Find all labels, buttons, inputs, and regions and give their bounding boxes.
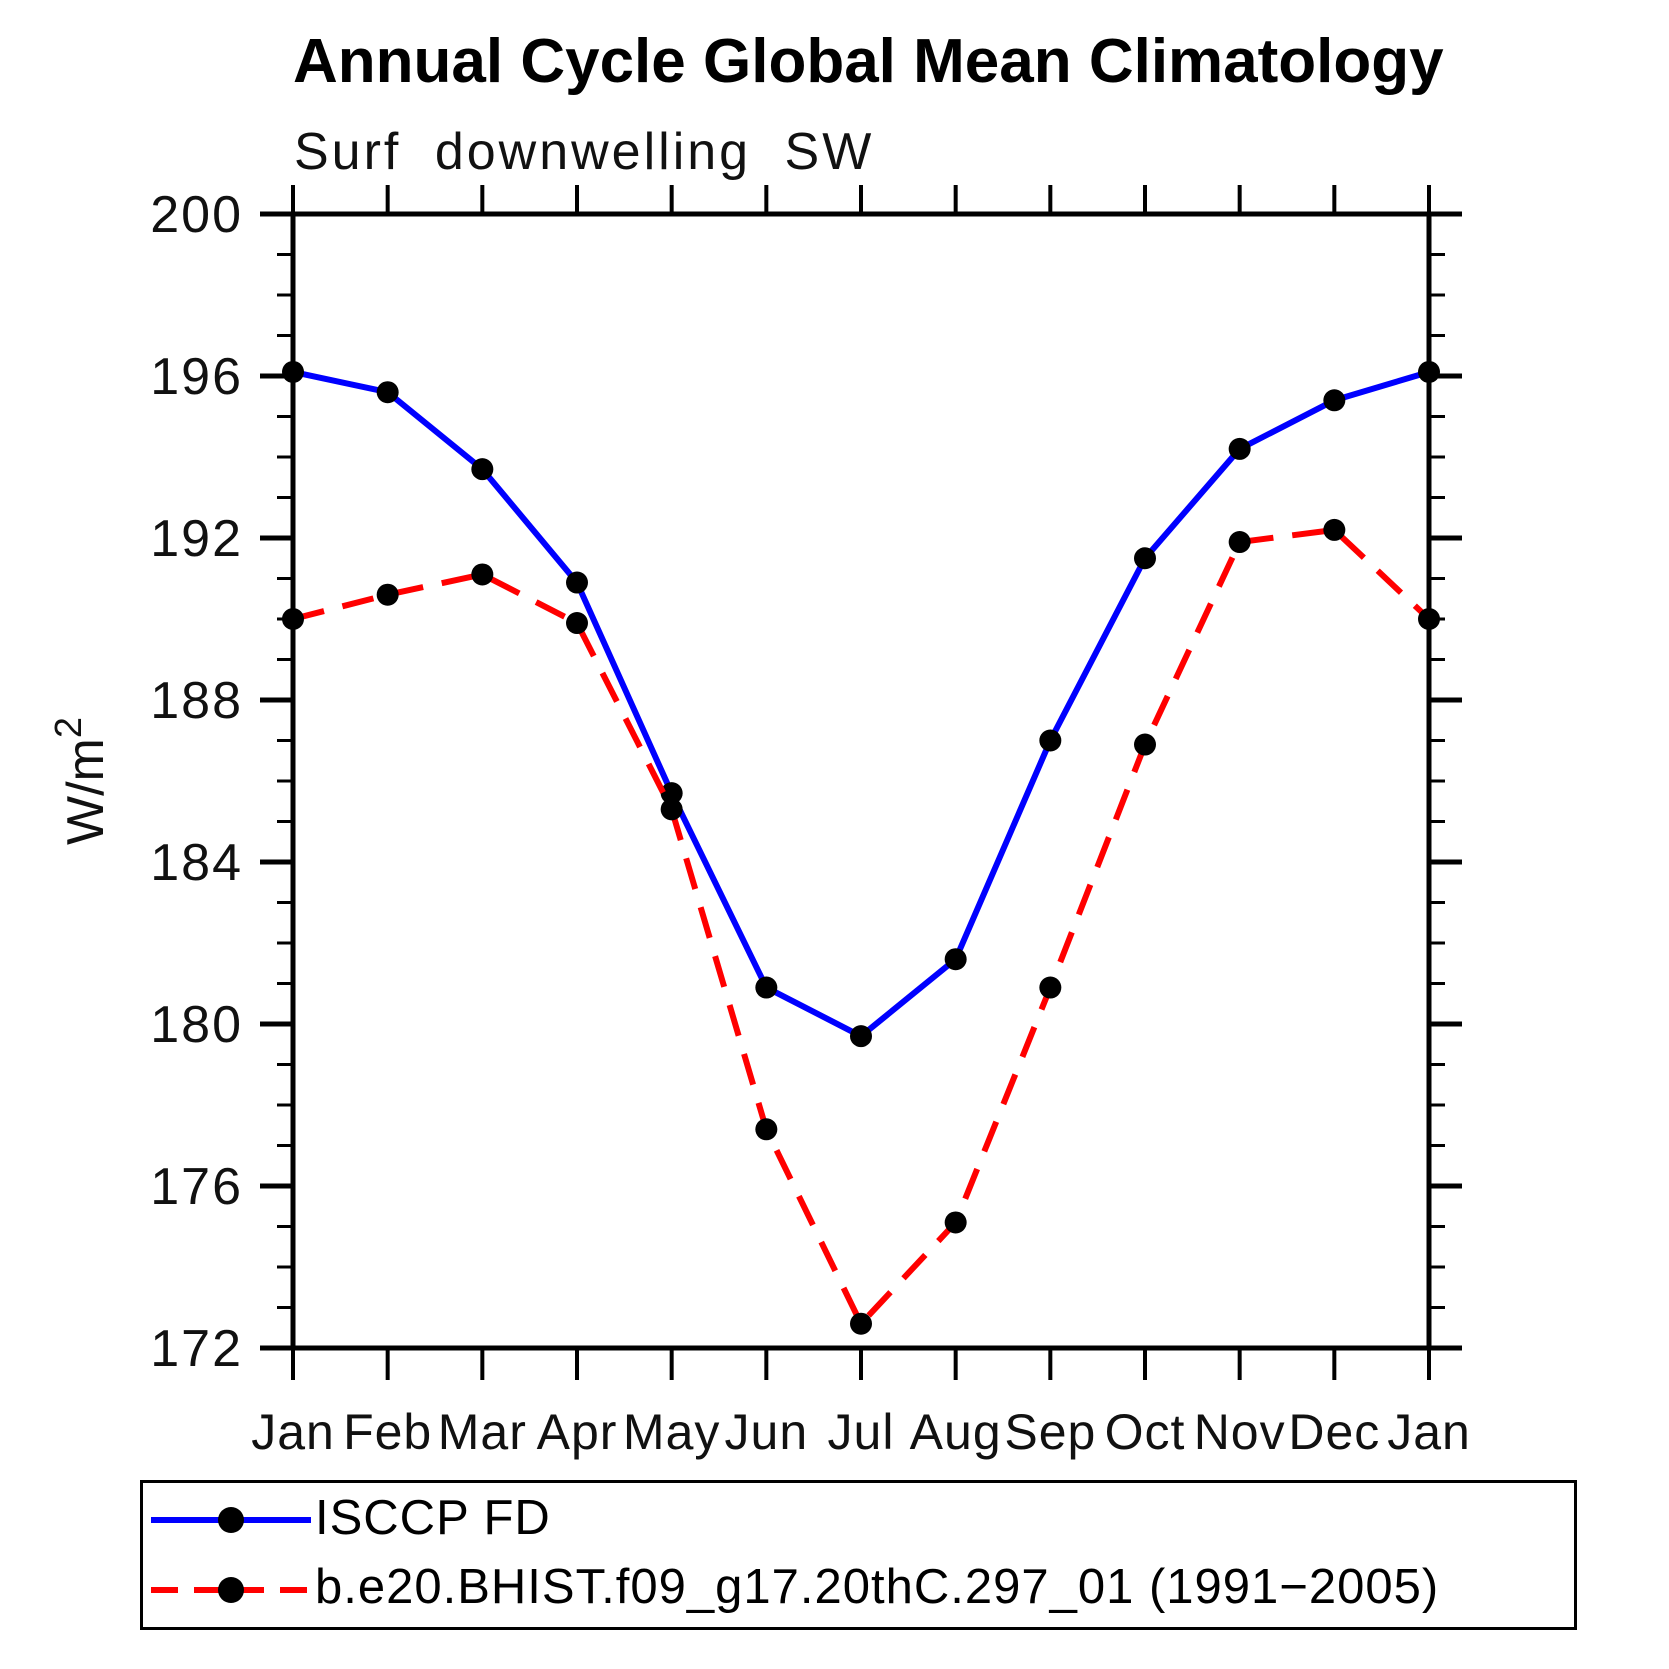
data-point <box>755 1118 778 1141</box>
chart-title: Annual Cycle Global Mean Climatology <box>293 27 1444 96</box>
y-tick-label: 200 <box>150 186 243 244</box>
legend-marker-circle <box>218 1507 244 1534</box>
data-point <box>1039 729 1062 752</box>
month-label: Sep <box>1004 1404 1096 1460</box>
data-point <box>1418 360 1440 383</box>
data-point <box>1323 389 1346 412</box>
legend-marker-circle <box>218 1576 244 1603</box>
data-point <box>471 563 494 586</box>
month-label: Aug <box>910 1404 1002 1460</box>
y-tick-label: 192 <box>150 510 243 568</box>
month-label: May <box>623 1404 720 1460</box>
month-label: Jan <box>251 1404 335 1460</box>
data-point <box>1134 547 1156 570</box>
month-label: Mar <box>438 1404 527 1460</box>
data-point <box>376 583 399 606</box>
data-point <box>376 381 399 404</box>
data-point <box>944 948 967 971</box>
y-axis-ticks: 172 176 180 184 188 192 196 200 <box>150 186 1462 1378</box>
x-axis-ticks: Jan Feb Mar Apr May Jun Jul Aug Sep Oct Nov Dec Jan <box>251 185 1471 1460</box>
data-point <box>1039 976 1062 999</box>
month-label: Nov <box>1194 1404 1286 1460</box>
legend-line-sample-solid <box>151 1507 311 1534</box>
month-label: Dec <box>1288 1404 1380 1460</box>
y-tick-label: 196 <box>150 348 243 406</box>
legend-item-model-run: b.e20.BHIST.f09_g17.20thC.297_01 (1991−2… <box>143 1558 1574 1622</box>
y-tick-label: 172 <box>150 1320 243 1378</box>
data-point <box>1418 608 1440 630</box>
plot-frame <box>290 211 1432 1351</box>
legend-box: ISCCP FD b.e20.BHIST.f09_g17.20thC.297_0… <box>140 1480 1577 1630</box>
series-line <box>292 526 1432 1327</box>
data-point <box>1134 733 1156 756</box>
y-tick-label: 188 <box>150 672 243 730</box>
data-point <box>944 1211 967 1234</box>
series-isccp-fd <box>282 360 1440 1048</box>
series-model-run <box>282 518 1440 1335</box>
data-point <box>566 612 588 635</box>
month-label: Feb <box>343 1404 432 1460</box>
data-point <box>660 782 683 805</box>
data-point <box>850 1025 872 1048</box>
legend-label: b.e20.BHIST.f09_g17.20thC.297_01 (1991−2… <box>315 1560 1440 1615</box>
y-tick-label: 184 <box>150 834 243 892</box>
legend-item-isccp-fd: ISCCP FD <box>143 1488 1574 1552</box>
month-label: Oct <box>1105 1404 1186 1460</box>
data-point <box>282 608 304 630</box>
month-label: Jan <box>1387 1404 1471 1460</box>
series-line <box>292 369 1430 1040</box>
month-label: Jul <box>828 1404 895 1460</box>
data-point <box>471 458 494 481</box>
data-point <box>1323 518 1346 541</box>
data-point <box>282 360 304 383</box>
month-label: Jun <box>725 1404 809 1460</box>
chart-subtitle: Surf downwelling SW <box>294 123 875 181</box>
data-point <box>1228 531 1251 554</box>
data-point <box>850 1312 872 1335</box>
data-point <box>755 976 778 999</box>
legend-label: ISCCP FD <box>315 1490 551 1545</box>
y-tick-label: 180 <box>150 996 243 1054</box>
legend-line-sample-dashed <box>151 1576 311 1603</box>
data-point <box>660 798 683 821</box>
y-axis-title: W/m2 <box>48 717 115 845</box>
month-label: Apr <box>537 1404 618 1460</box>
data-point <box>1228 437 1251 460</box>
y-tick-label: 176 <box>150 1158 243 1216</box>
data-point <box>566 571 588 594</box>
